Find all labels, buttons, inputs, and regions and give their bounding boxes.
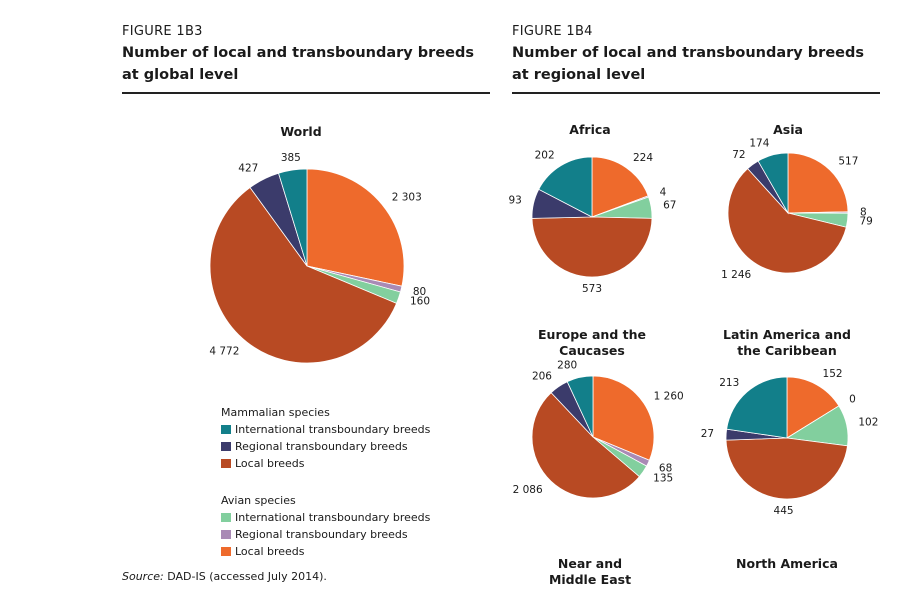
data-label: 0 [849,394,856,406]
legend-item: Local breeds [221,543,430,560]
data-label: 27 [701,428,714,440]
legend-label: Regional transboundary breeds [235,528,408,541]
pie-slice [209,186,398,364]
data-label: 72 [732,149,745,161]
legend-item: Local breeds [221,455,430,472]
data-label: 4 [660,186,667,198]
data-label: 160 [410,296,430,308]
legend-swatch [221,547,231,556]
data-label: 8 [860,206,867,218]
pie-title: World [280,124,322,139]
figure-title: Number of local and transboundary breeds… [122,45,474,83]
legend-group-title: Mammalian species [221,406,330,419]
data-label: 445 [774,505,794,517]
figure-label: FIGURE 1B4 [512,24,593,39]
data-label: 80 [413,286,426,298]
data-label: 202 [535,149,555,161]
data-label: 517 [838,156,858,168]
data-label: 68 [659,462,672,474]
legend-swatch [221,530,231,539]
data-label: 4 772 [209,345,239,357]
legend-label: Local breeds [235,545,305,558]
data-label: 152 [823,368,843,380]
data-label: 135 [653,472,673,484]
pie-slice [306,168,405,287]
data-label: 280 [557,360,577,372]
data-label: 2 086 [513,484,543,496]
legend-swatch [221,459,231,468]
rule [122,92,490,94]
data-label: 213 [719,377,739,389]
pie-slice [757,152,789,215]
pie-slice [726,376,788,439]
legend-group-title: Avian species [221,494,296,507]
data-label: 385 [281,152,301,164]
pie-slice [531,216,653,278]
source: Source: DAD-IS (accessed July 2014). [122,570,327,583]
data-label: 224 [633,152,653,164]
legend-item: International transboundary breeds [221,421,430,438]
figure-title: Number of local and transboundary breeds… [512,45,864,83]
legend-swatch [221,442,231,451]
pie-slice [566,375,594,438]
data-label: 93 [508,195,521,207]
data-label: 1 260 [654,390,684,402]
pie-slice [787,152,849,214]
data-label: 427 [238,162,258,174]
pie-slice [786,376,840,439]
pie-slice [591,156,649,218]
pie-slice [727,168,847,274]
legend-label: International transboundary breeds [235,511,431,524]
pie-title: Africa [569,122,611,137]
legend-swatch [221,513,231,522]
pie-title: Europe and the Caucases [538,327,646,358]
legend-label: Local breeds [235,457,305,470]
pie-title: Asia [773,122,803,137]
pie-slice [725,437,848,500]
data-label: 79 [859,216,872,228]
figure-label: FIGURE 1B3 [122,24,203,39]
data-label: 1 246 [721,269,751,281]
legend: Mammalian species International transboun… [221,404,430,560]
legend-item: International transboundary breeds [221,509,430,526]
legend-label: Regional transboundary breeds [235,440,408,453]
pie-slice [592,375,655,461]
rule [512,92,880,94]
pie-slice [531,392,640,499]
data-label: 2 303 [392,191,422,203]
pie-title: North America [736,556,838,571]
pie-title: Near and Middle East [548,556,632,587]
legend-swatch [221,425,231,434]
legend-item: Regional transboundary breeds [221,438,430,455]
pie-slice [278,168,308,267]
data-label: 573 [582,283,602,295]
legend-item: Regional transboundary breeds [221,526,430,543]
data-label: 206 [532,371,552,383]
data-label: 102 [858,417,878,429]
pie-title: Latin America and the Caribbean [722,327,851,358]
legend-label: International transboundary breeds [235,423,431,436]
source-text: DAD-IS (accessed July 2014). [167,570,327,583]
source-label: Source: [122,570,164,583]
data-label: 67 [663,200,676,212]
pie-slice [538,156,593,218]
data-label: 174 [749,137,769,149]
